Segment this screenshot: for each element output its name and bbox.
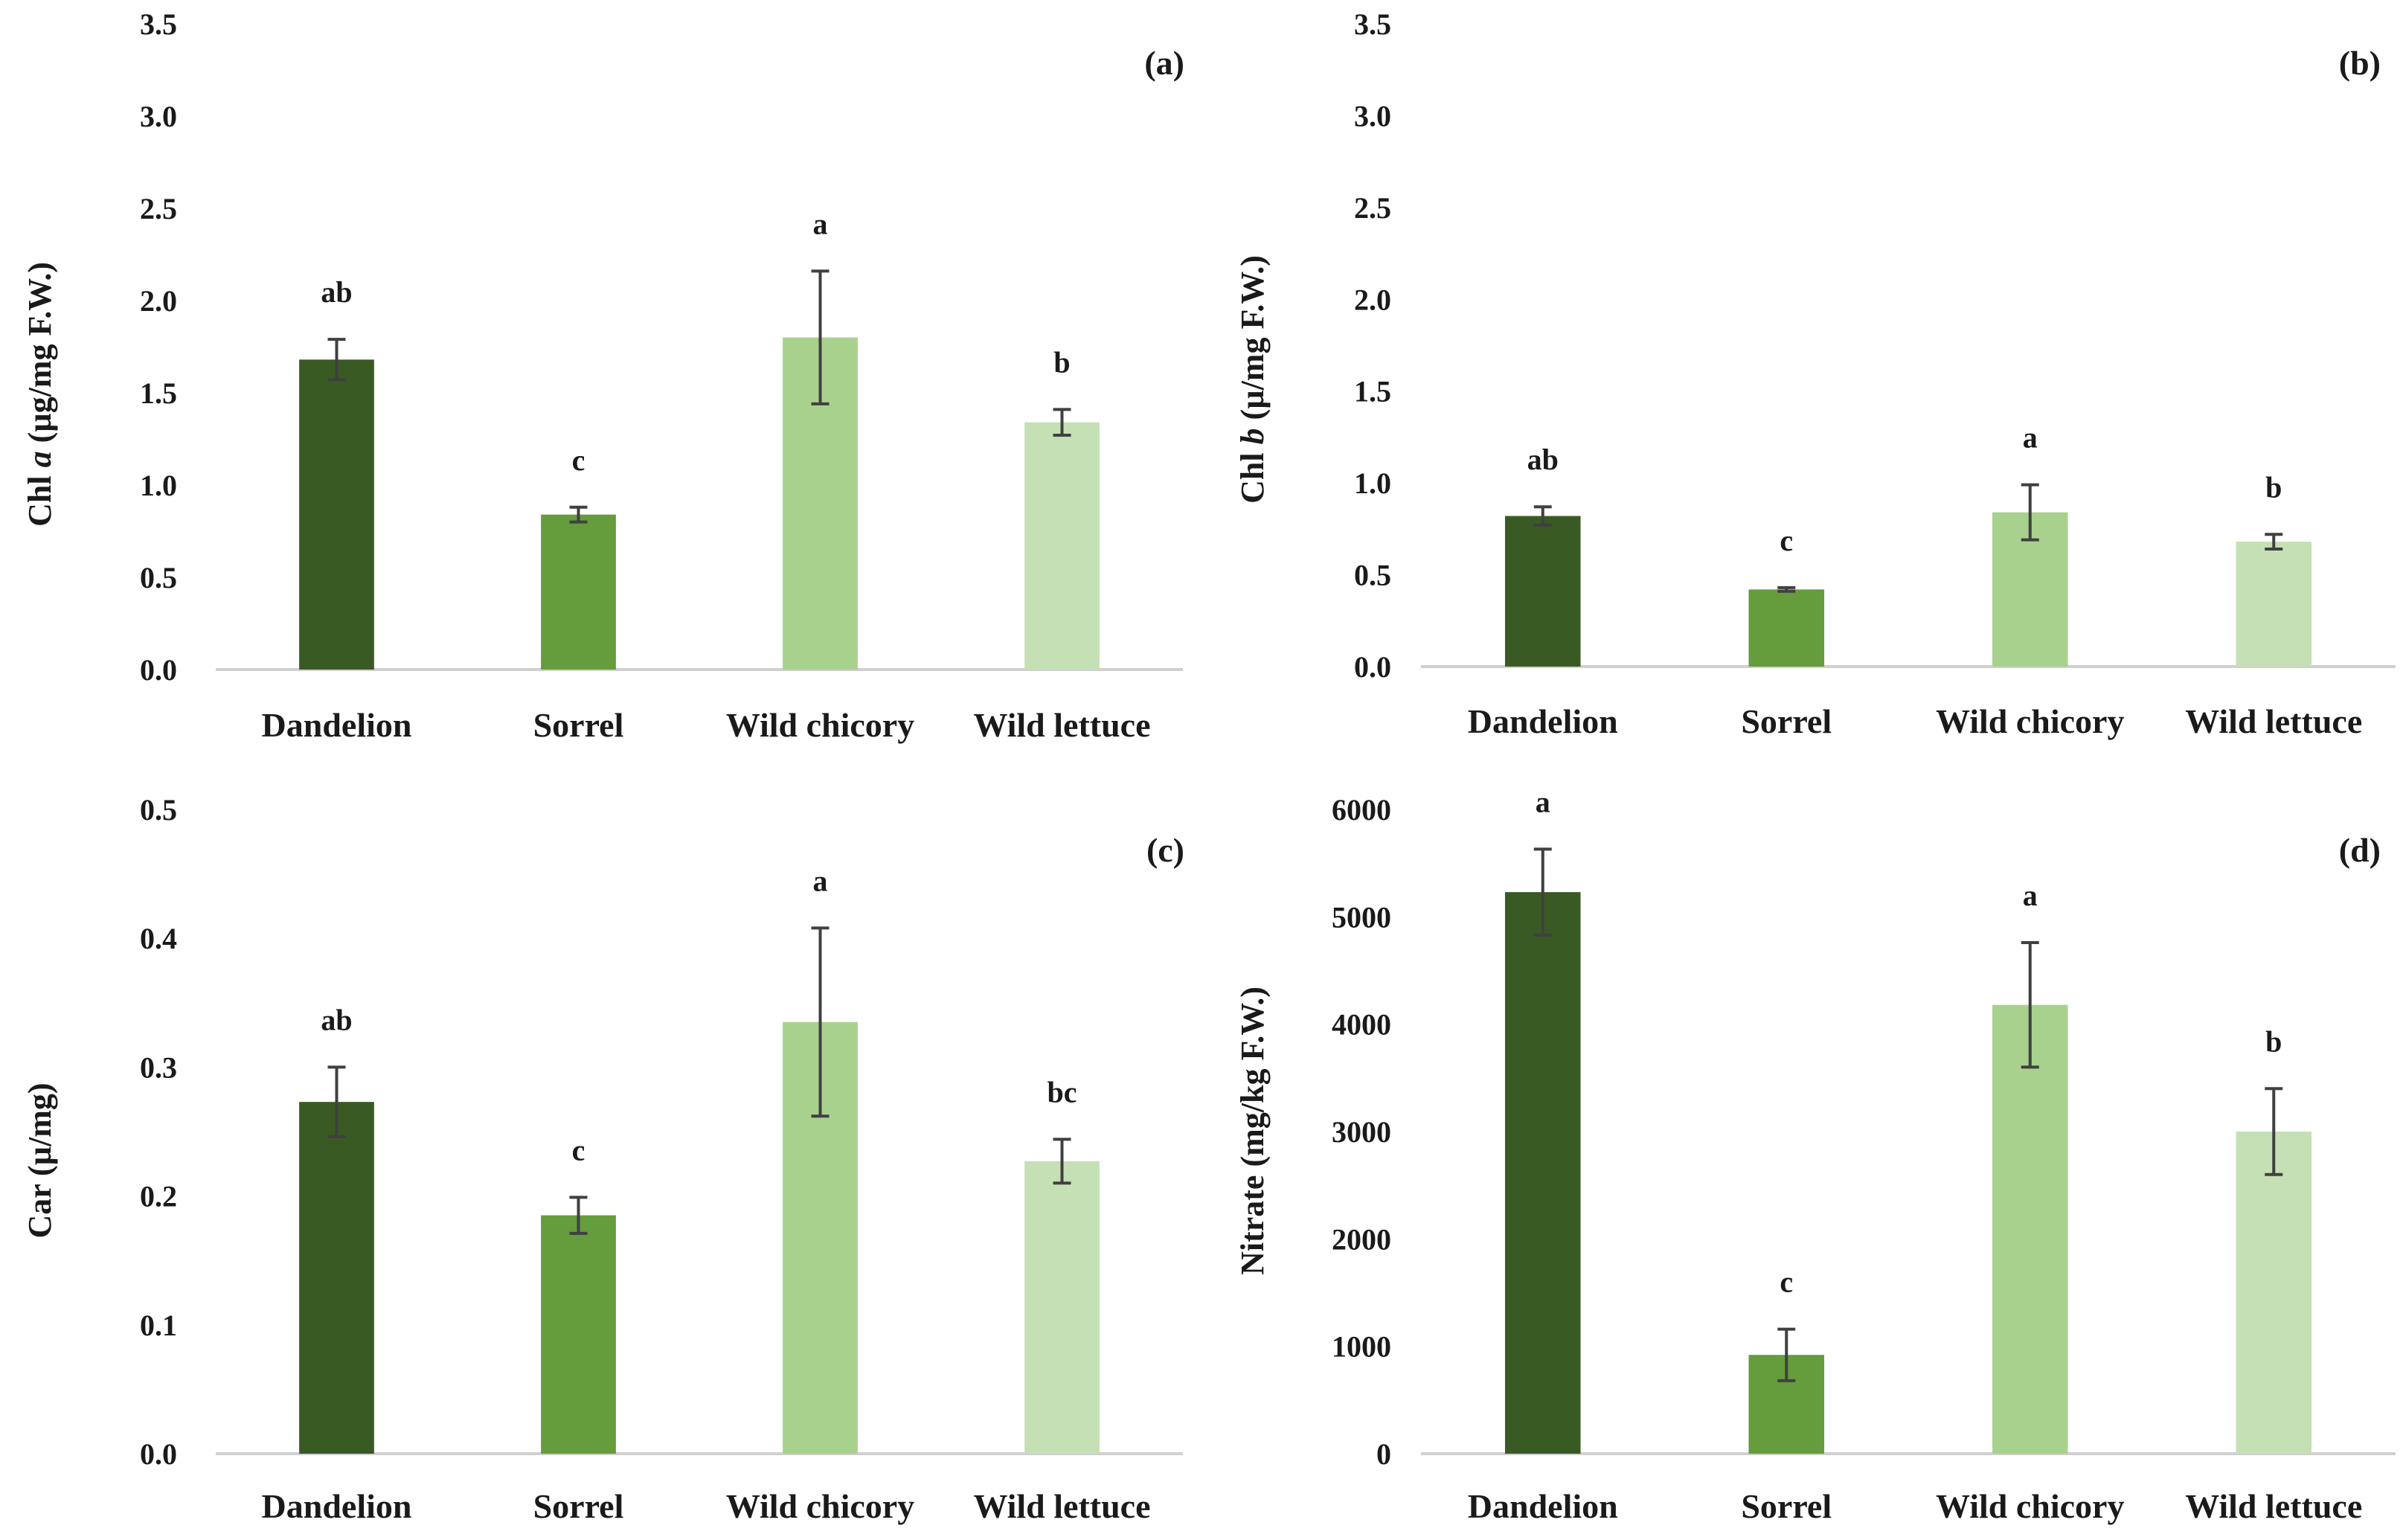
y-tick-label: 0.5: [140, 793, 177, 827]
bar: [1024, 422, 1100, 670]
x-tick-label: Sorrel: [1741, 1487, 1832, 1525]
bar: [541, 1215, 616, 1454]
y-tick-label: 6000: [1332, 793, 1391, 827]
y-tick-label: 2000: [1332, 1222, 1391, 1256]
x-tick-label: Sorrel: [533, 706, 624, 744]
significance-letter: ab: [1527, 443, 1559, 476]
significance-letter: c: [572, 443, 585, 477]
y-tick-label: 0.0: [140, 653, 177, 687]
y-tick-label: 0.0: [1354, 650, 1391, 684]
bar: [1504, 516, 1581, 667]
y-tick-label: 0.3: [140, 1050, 177, 1084]
x-tick-label: Dandelion: [1468, 702, 1618, 740]
y-tick-label: 2.5: [1354, 191, 1391, 225]
x-tick-label: Wild chicory: [1936, 702, 2124, 740]
x-tick-label: Wild lettuce: [2185, 1487, 2362, 1525]
y-tick-label: 4000: [1332, 1008, 1391, 1042]
y-tick-label: 1.5: [140, 376, 177, 410]
bar: [541, 514, 616, 670]
significance-letter: a: [2023, 879, 2038, 912]
x-tick-label: Dandelion: [262, 1487, 412, 1525]
significance-letter: a: [2023, 421, 2038, 455]
significance-letter: ab: [321, 275, 352, 309]
significance-letter: c: [572, 1133, 585, 1167]
x-tick-label: Sorrel: [1741, 702, 1832, 740]
bar: [1504, 892, 1581, 1454]
y-tick-label: 0.5: [1354, 559, 1391, 592]
y-tick-label: 5000: [1332, 900, 1391, 934]
y-tick-label: 0.2: [140, 1180, 177, 1213]
y-tick-label: 1000: [1332, 1330, 1391, 1364]
y-tick-label: 1.5: [1354, 375, 1391, 408]
significance-letter: c: [1780, 524, 1793, 557]
bar: [2236, 542, 2312, 667]
x-tick-label: Wild lettuce: [2185, 702, 2362, 740]
y-tick-label: 3.5: [1354, 7, 1391, 41]
x-tick-label: Wild chicory: [726, 1487, 914, 1525]
y-tick-label: 0.1: [140, 1309, 177, 1342]
y-tick-label: 1.0: [1354, 466, 1391, 500]
y-tick-label: 0.0: [140, 1437, 177, 1471]
significance-letter: b: [1053, 345, 1070, 379]
y-tick-label: 0: [1376, 1437, 1391, 1471]
bar: [1748, 589, 1825, 667]
y-tick-label: 3.0: [1354, 99, 1391, 132]
panel-label: (d): [2339, 831, 2381, 869]
y-axis-title: Car (µ/mg): [22, 1082, 58, 1238]
y-tick-label: 2.5: [140, 192, 177, 225]
y-tick-label: 2.0: [1354, 283, 1391, 316]
x-tick-label: Dandelion: [262, 706, 412, 744]
significance-letter: ab: [321, 1003, 352, 1036]
significance-letter: bc: [1047, 1075, 1077, 1109]
significance-letter: a: [813, 207, 828, 240]
y-axis-title: Nitrate (mg/kg F.W.): [1234, 986, 1271, 1275]
significance-letter: a: [1536, 785, 1550, 818]
significance-letter: b: [2265, 470, 2282, 504]
significance-letter: b: [2265, 1024, 2282, 1058]
y-tick-label: 3.0: [140, 100, 177, 133]
y-tick-label: 1.0: [140, 469, 177, 502]
bar: [1024, 1161, 1100, 1454]
y-tick-label: 2.0: [140, 284, 177, 318]
x-tick-label: Wild chicory: [726, 706, 914, 744]
y-axis-title: Chl b (µ/mg F.W.): [1234, 255, 1271, 504]
bar: [299, 1102, 374, 1454]
x-tick-label: Dandelion: [1468, 1487, 1618, 1525]
bar: [1992, 1004, 2068, 1454]
bar: [2236, 1132, 2312, 1454]
y-tick-label: 3000: [1332, 1115, 1391, 1149]
x-tick-label: Sorrel: [533, 1487, 624, 1525]
y-tick-label: 3.5: [140, 7, 177, 41]
bar: [299, 359, 374, 670]
x-tick-label: Wild lettuce: [973, 706, 1150, 744]
y-tick-label: 0.4: [140, 922, 177, 955]
x-tick-label: Wild lettuce: [973, 1487, 1150, 1525]
y-axis-title: Chl a (µg/mg F.W.): [22, 262, 58, 527]
panel-label: (c): [1146, 831, 1184, 869]
panel-label: (a): [1144, 44, 1184, 82]
panel-label: (b): [2339, 44, 2381, 82]
y-tick-label: 0.5: [140, 561, 177, 594]
significance-letter: c: [1780, 1265, 1793, 1299]
x-tick-label: Wild chicory: [1936, 1487, 2124, 1525]
significance-letter: a: [813, 864, 828, 897]
